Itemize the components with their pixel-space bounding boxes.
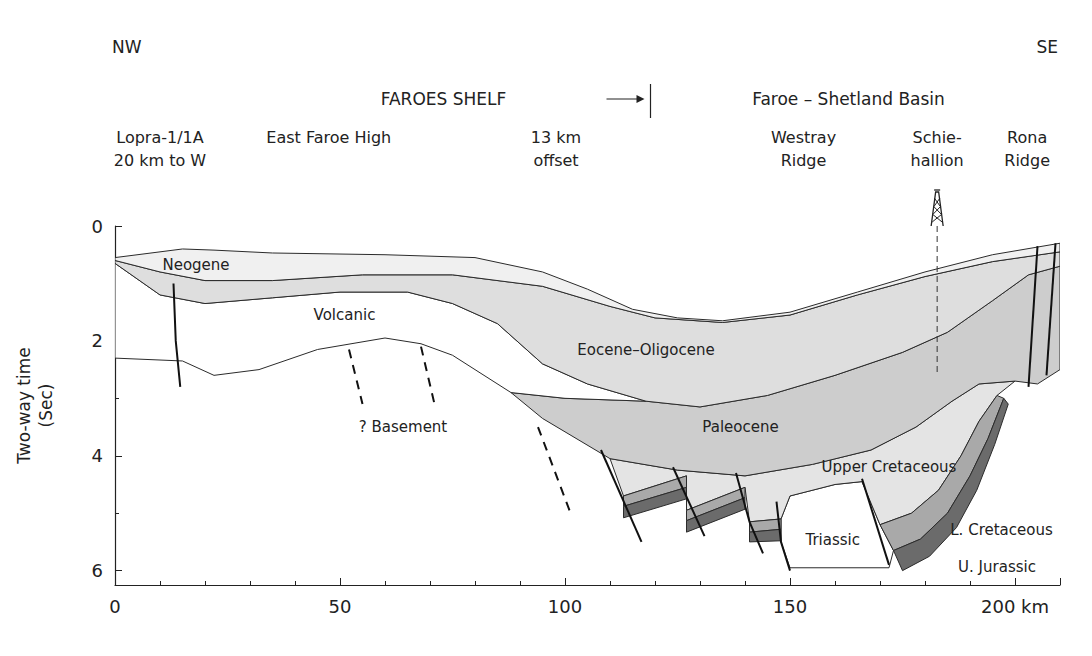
svg-text:0: 0 [109, 596, 120, 617]
svg-text:20 km to W: 20 km to W [114, 151, 207, 170]
svg-text:hallion: hallion [911, 151, 964, 170]
svg-text:6: 6 [92, 560, 103, 581]
svg-text:150: 150 [773, 596, 807, 617]
svg-text:50: 50 [329, 596, 352, 617]
svg-text:200 km: 200 km [981, 596, 1049, 617]
svg-text:East Faroe High: East Faroe High [266, 128, 391, 147]
svg-text:(Sec): (Sec) [36, 384, 56, 428]
svg-text:offset: offset [533, 151, 578, 170]
svg-text:SE: SE [1036, 37, 1058, 57]
svg-text:Rona: Rona [1007, 128, 1047, 147]
svg-text:Eocene–Oligocene: Eocene–Oligocene [577, 341, 714, 359]
svg-text:0: 0 [92, 216, 103, 237]
svg-text:Neogene: Neogene [162, 256, 229, 274]
svg-text:4: 4 [92, 445, 103, 466]
svg-text:FAROES SHELF: FAROES SHELF [381, 89, 507, 109]
svg-text:Westray: Westray [771, 128, 836, 147]
svg-text:NW: NW [112, 37, 142, 57]
svg-text:Faroe – Shetland Basin: Faroe – Shetland Basin [752, 89, 945, 109]
svg-text:Volcanic: Volcanic [314, 306, 376, 324]
svg-text:Upper Cretaceous: Upper Cretaceous [822, 458, 957, 476]
svg-text:Schie-: Schie- [913, 128, 962, 147]
svg-text:Two-way time: Two-way time [14, 347, 34, 465]
svg-text:13 km: 13 km [531, 128, 581, 147]
svg-text:U. Jurassic: U. Jurassic [958, 558, 1036, 576]
svg-text:Triassic: Triassic [804, 531, 860, 549]
svg-text:2: 2 [92, 330, 103, 351]
svg-text:Paleocene: Paleocene [702, 418, 778, 436]
svg-text:100: 100 [548, 596, 582, 617]
svg-text:Lopra-1/1A: Lopra-1/1A [116, 128, 203, 147]
svg-text:Ridge: Ridge [1004, 151, 1050, 170]
svg-text:? Basement: ? Basement [359, 418, 448, 436]
svg-text:L. Cretaceous: L. Cretaceous [950, 521, 1053, 539]
svg-text:Ridge: Ridge [781, 151, 827, 170]
